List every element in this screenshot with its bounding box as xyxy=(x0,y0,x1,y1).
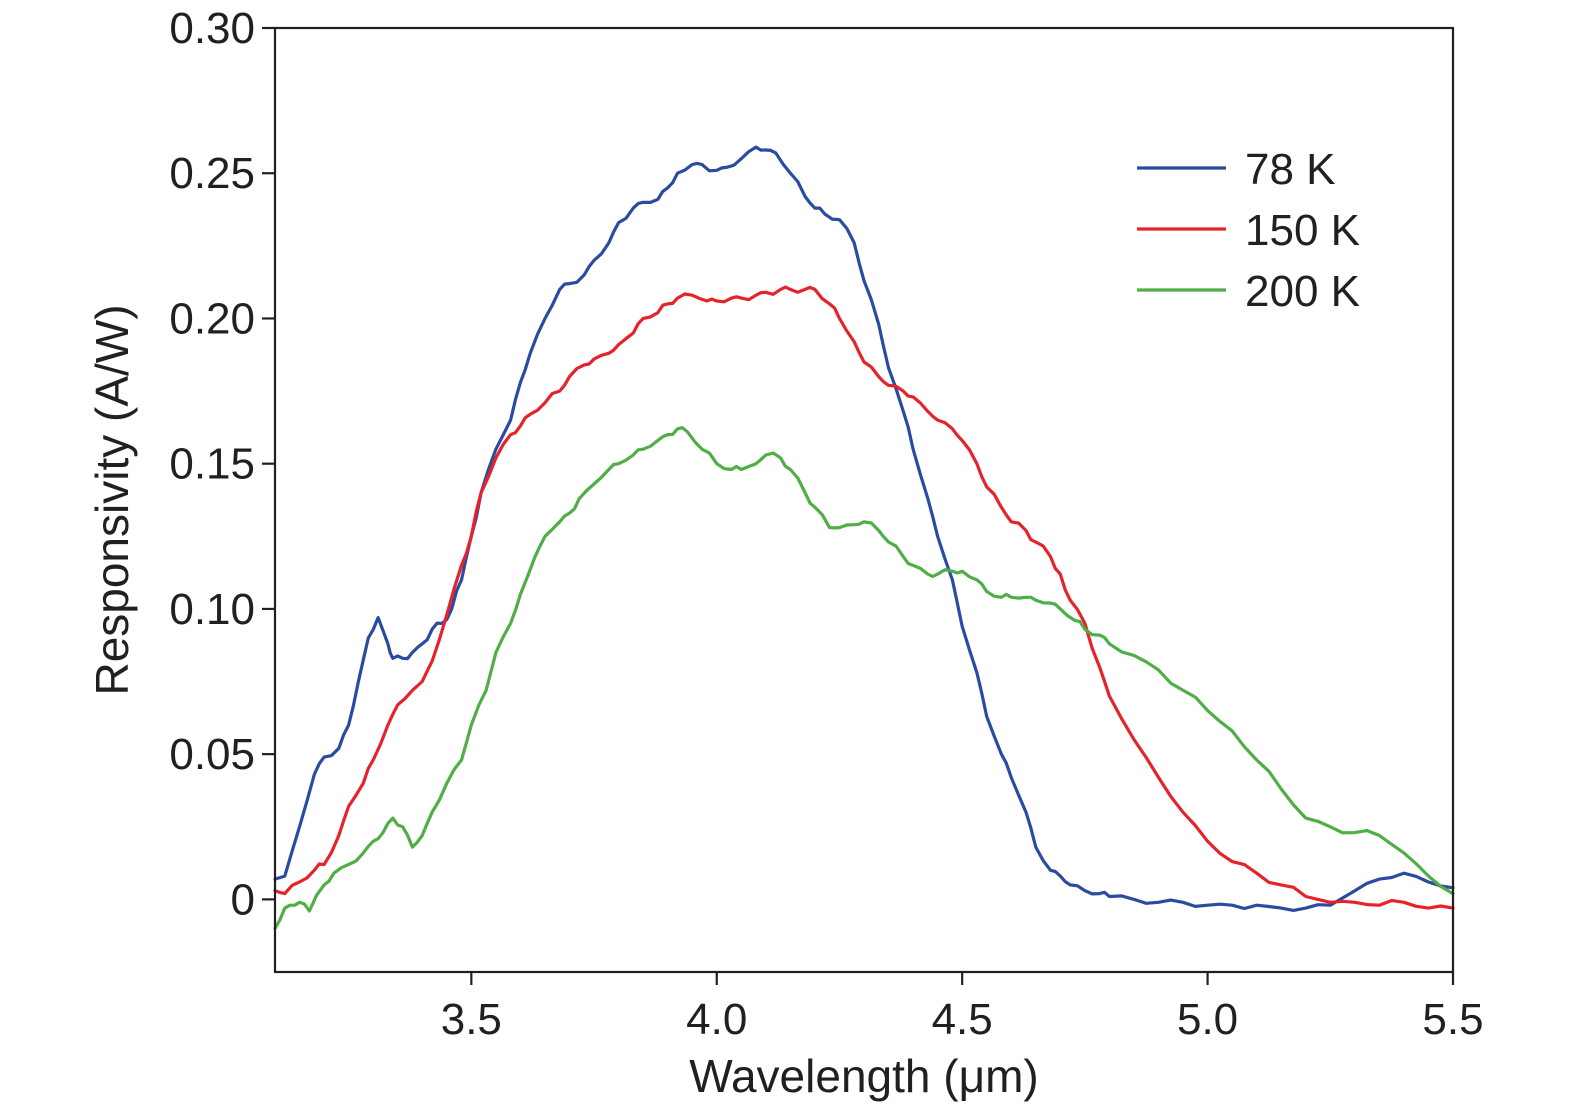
x-tick-label: 4.0 xyxy=(686,995,747,1044)
y-tick-label: 0.10 xyxy=(169,585,255,634)
x-tick-label: 5.0 xyxy=(1177,995,1238,1044)
y-tick-label: 0.20 xyxy=(169,294,255,343)
series-line-3 xyxy=(273,426,1455,930)
series-layer xyxy=(273,145,1455,930)
y-tick-label: 0.30 xyxy=(169,4,255,53)
y-tick-label: 0 xyxy=(231,875,255,924)
x-axis: 3.5 4.0 4.5 5.0 5.5 xyxy=(441,972,1484,1044)
x-tick-label: 3.5 xyxy=(441,995,502,1044)
y-axis: 0 0.05 0.10 0.15 0.20 0.25 0.30 xyxy=(169,4,275,924)
x-tick-label: 4.5 xyxy=(932,995,993,1044)
legend: 78 K 150 K 200 K xyxy=(1137,145,1360,316)
y-tick-label: 0.15 xyxy=(169,440,255,489)
y-axis-title: Responsivity (A/W) xyxy=(86,304,138,695)
x-tick-label: 5.5 xyxy=(1422,995,1483,1044)
series-line-1 xyxy=(273,145,1455,912)
x-axis-title: Wavelength (μm) xyxy=(689,1050,1038,1102)
y-tick-label: 0.25 xyxy=(169,149,255,198)
legend-label-3: 200 K xyxy=(1245,267,1360,316)
legend-label-2: 150 K xyxy=(1245,206,1360,255)
series-line-2 xyxy=(273,285,1455,910)
y-tick-label: 0.05 xyxy=(169,730,255,779)
legend-label-1: 78 K xyxy=(1245,145,1336,194)
plot-frame xyxy=(273,26,1455,974)
